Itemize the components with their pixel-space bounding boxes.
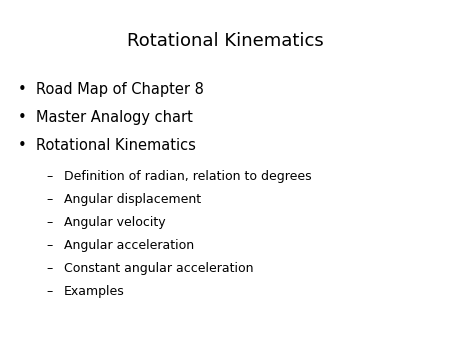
Text: Angular velocity: Angular velocity xyxy=(64,216,166,229)
Text: Angular displacement: Angular displacement xyxy=(64,193,201,206)
Text: Rotational Kinematics: Rotational Kinematics xyxy=(36,138,196,153)
Text: –: – xyxy=(47,216,53,229)
Text: •: • xyxy=(18,138,27,153)
Text: Examples: Examples xyxy=(64,285,125,298)
Text: Road Map of Chapter 8: Road Map of Chapter 8 xyxy=(36,82,204,97)
Text: •: • xyxy=(18,82,27,97)
Text: Constant angular acceleration: Constant angular acceleration xyxy=(64,262,253,275)
Text: Angular acceleration: Angular acceleration xyxy=(64,239,194,252)
Text: –: – xyxy=(47,239,53,252)
Text: –: – xyxy=(47,193,53,206)
Text: Definition of radian, relation to degrees: Definition of radian, relation to degree… xyxy=(64,170,311,183)
Text: –: – xyxy=(47,262,53,275)
Text: Master Analogy chart: Master Analogy chart xyxy=(36,110,193,125)
Text: –: – xyxy=(47,170,53,183)
Text: –: – xyxy=(47,285,53,298)
Text: •: • xyxy=(18,110,27,125)
Text: Rotational Kinematics: Rotational Kinematics xyxy=(126,32,324,50)
